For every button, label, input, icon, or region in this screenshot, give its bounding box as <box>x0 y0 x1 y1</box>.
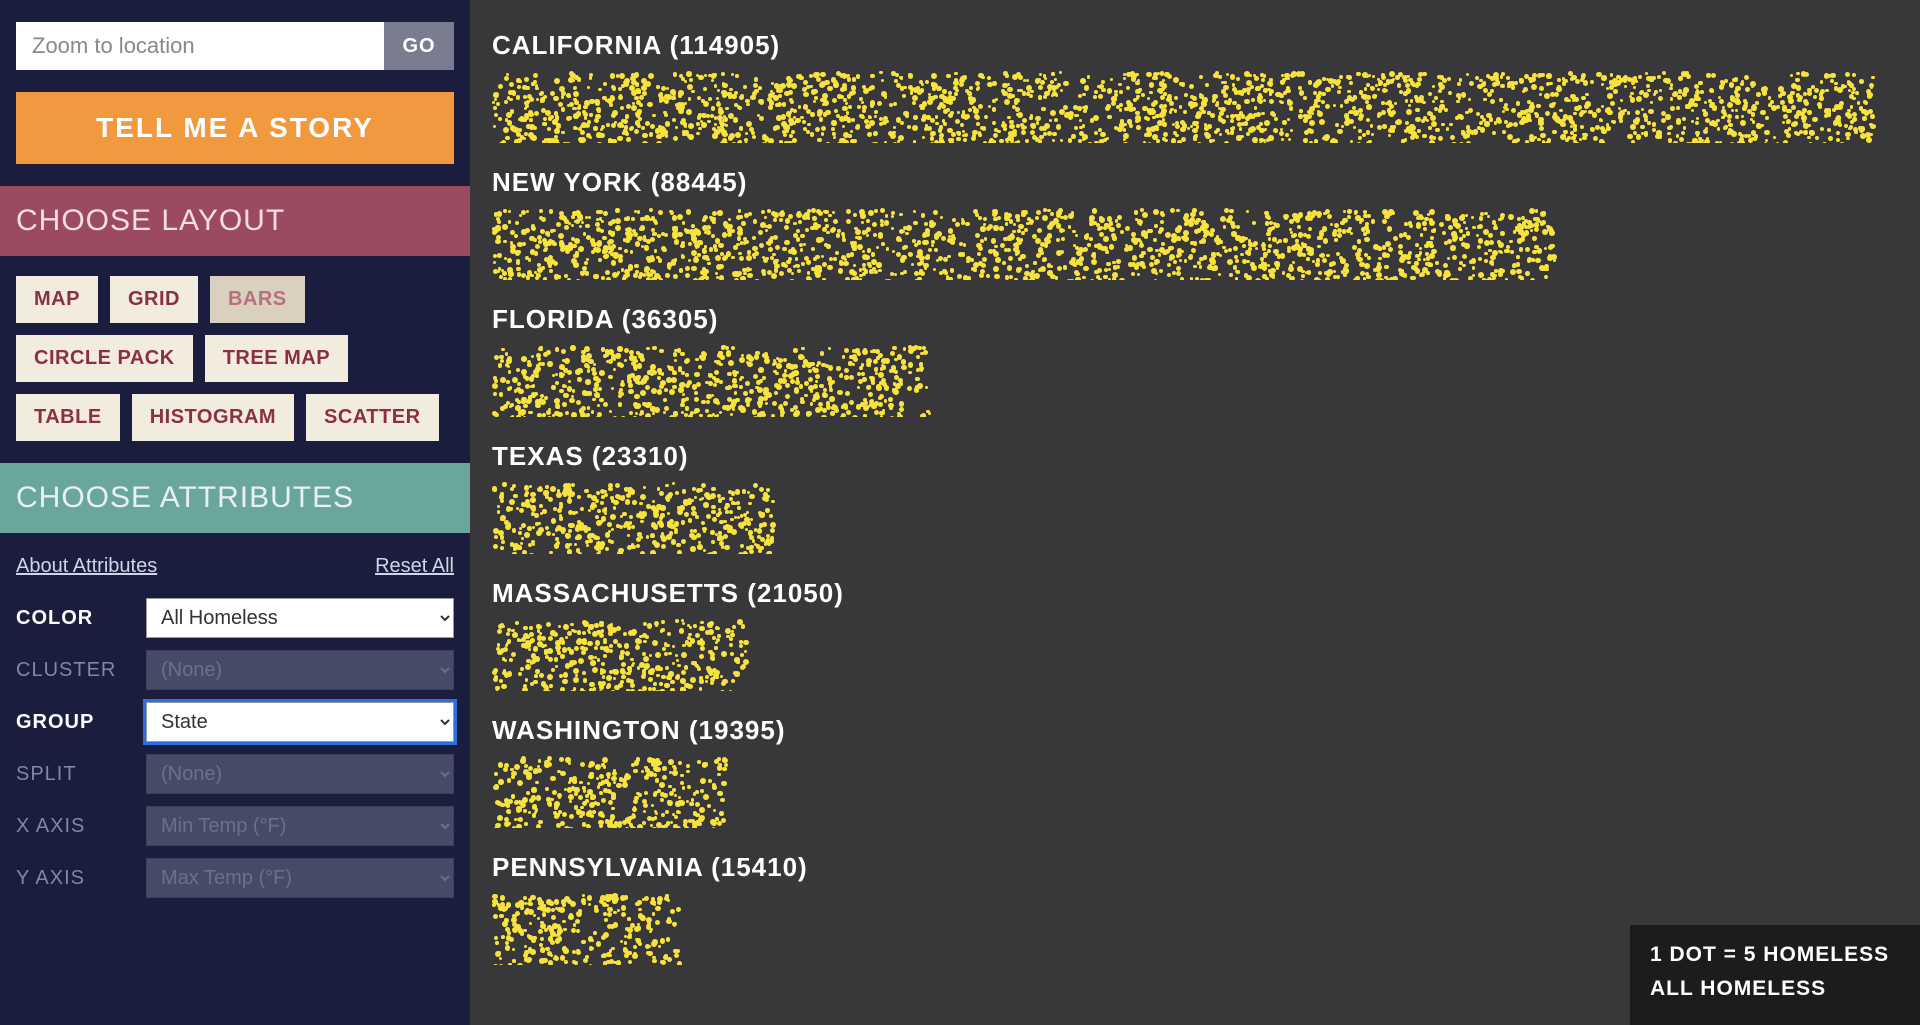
bar-fill <box>492 619 745 691</box>
choose-layout-header: CHOOSE LAYOUT <box>0 186 470 256</box>
bar-chart: CALIFORNIA (114905) NEW YORK (88445) FLORI… <box>492 30 1890 965</box>
bar-label: CALIFORNIA (114905) <box>492 30 1890 61</box>
go-button[interactable]: GO <box>384 22 454 70</box>
sidebar: GO TELL ME A STORY CHOOSE LAYOUT MAP GRID… <box>0 0 470 1025</box>
choose-attributes-header: CHOOSE ATTRIBUTES <box>0 463 470 533</box>
attr-label: X AXIS <box>16 815 134 838</box>
attr-label: SPLIT <box>16 763 134 786</box>
bar-fill <box>492 208 1554 280</box>
legend-box: 1 DOT = 5 HOMELESS ALL HOMELESS <box>1630 925 1920 1025</box>
bar-fill <box>492 482 772 554</box>
attr-row-x-axis: X AXIS Min Temp (°F) <box>0 800 470 852</box>
tell-story-button[interactable]: TELL ME A STORY <box>16 92 454 164</box>
search-row: GO <box>0 0 470 86</box>
bar <box>492 345 1890 417</box>
layout-btn-bars[interactable]: BARS <box>210 276 305 323</box>
bar-label: NEW YORK (88445) <box>492 167 1890 198</box>
bar-fill <box>492 71 1872 143</box>
bar-row-washington: WASHINGTON (19395) <box>492 715 1890 828</box>
bar-fill <box>492 893 677 965</box>
reset-all-link[interactable]: Reset All <box>375 555 454 578</box>
attr-row-group: GROUP State <box>0 696 470 748</box>
legend-metric: ALL HOMELESS <box>1650 977 1900 1001</box>
bar-row-texas: TEXAS (23310) <box>492 441 1890 554</box>
layout-btn-histogram[interactable]: HISTOGRAM <box>132 394 294 441</box>
zoom-location-input[interactable] <box>16 22 384 70</box>
bar-row-massachusetts: MASSACHUSETTS (21050) <box>492 578 1890 691</box>
bar <box>492 208 1890 280</box>
legend-scale: 1 DOT = 5 HOMELESS <box>1650 943 1900 967</box>
layout-btn-circle-pack[interactable]: CIRCLE PACK <box>16 335 193 382</box>
bar-fill <box>492 345 928 417</box>
app-root: GO TELL ME A STORY CHOOSE LAYOUT MAP GRID… <box>0 0 1920 1025</box>
bar-fill <box>492 756 725 828</box>
bar <box>492 619 1890 691</box>
attr-select-y-axis: Max Temp (°F) <box>146 858 454 898</box>
attr-select-group[interactable]: State <box>146 702 454 742</box>
chart-area: CALIFORNIA (114905) NEW YORK (88445) FLORI… <box>470 0 1920 1025</box>
attr-row-color: COLOR All Homeless <box>0 592 470 644</box>
bar <box>492 756 1890 828</box>
attr-select-x-axis: Min Temp (°F) <box>146 806 454 846</box>
bar-row-florida: FLORIDA (36305) <box>492 304 1890 417</box>
about-attributes-link[interactable]: About Attributes <box>16 555 157 578</box>
bar-label: TEXAS (23310) <box>492 441 1890 472</box>
attr-row-y-axis: Y AXIS Max Temp (°F) <box>0 852 470 904</box>
bar-label: MASSACHUSETTS (21050) <box>492 578 1890 609</box>
bar <box>492 482 1890 554</box>
layout-btn-scatter[interactable]: SCATTER <box>306 394 438 441</box>
layout-btn-table[interactable]: TABLE <box>16 394 120 441</box>
attr-label: Y AXIS <box>16 867 134 890</box>
attr-row-cluster: CLUSTER (None) <box>0 644 470 696</box>
bar-row-california: CALIFORNIA (114905) <box>492 30 1890 143</box>
attr-row-split: SPLIT (None) <box>0 748 470 800</box>
attr-select-color[interactable]: All Homeless <box>146 598 454 638</box>
attribute-links-row: About Attributes Reset All <box>0 533 470 592</box>
bar-label: FLORIDA (36305) <box>492 304 1890 335</box>
attr-label: GROUP <box>16 711 134 734</box>
attr-select-split: (None) <box>146 754 454 794</box>
layout-btn-grid[interactable]: GRID <box>110 276 198 323</box>
layout-button-group: MAP GRID BARS CIRCLE PACK TREE MAP TABLE HISTO… <box>0 256 470 463</box>
bar <box>492 71 1890 143</box>
layout-btn-tree-map[interactable]: TREE MAP <box>205 335 348 382</box>
layout-btn-map[interactable]: MAP <box>16 276 98 323</box>
bar-row-new-york: NEW YORK (88445) <box>492 167 1890 280</box>
bar-label: WASHINGTON (19395) <box>492 715 1890 746</box>
bar-label: PENNSYLVANIA (15410) <box>492 852 1890 883</box>
attr-select-cluster: (None) <box>146 650 454 690</box>
attr-label: COLOR <box>16 607 134 630</box>
attr-label: CLUSTER <box>16 659 134 682</box>
attribute-rows: COLOR All Homeless CLUSTER (None) GROUP State… <box>0 592 470 904</box>
